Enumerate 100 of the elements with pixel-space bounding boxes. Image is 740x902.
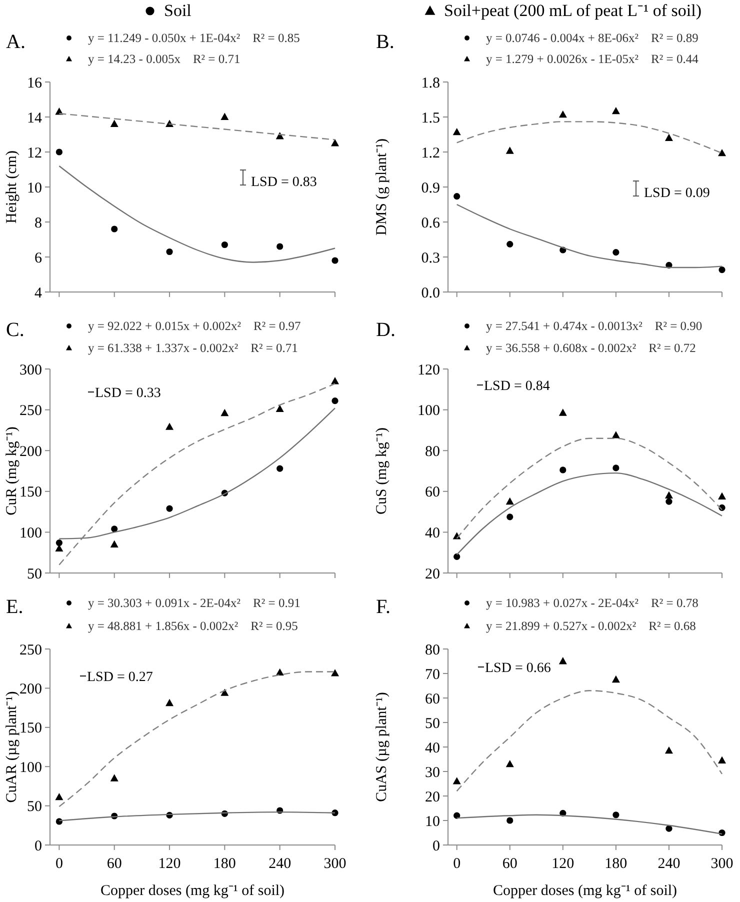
legend-label: Soil+peat (200 mL of peat L⁻¹ of soil) [444,1,702,20]
text: y = 11.249 - 0.050x + 1E-04x² R² = 0.85 [88,31,300,45]
y-tick-label: 1.2 [421,145,440,162]
text: y = 0.0746 - 0.004x + 8E-06x² R² = 0.89 [486,31,698,45]
point [220,112,229,120]
point [560,466,566,474]
annotation: LSD = 0.33 [95,386,161,401]
point [612,249,620,256]
point [506,760,514,768]
text: y = 10.983 + 0.027x - 2E-04x² R² = 0.78 [486,596,698,610]
chart-title: A. [6,31,26,53]
line-series [456,690,723,792]
x-tick-label: 60 [502,856,518,872]
text: y = 36.558 + 0.608x - 0.002x² R² = 0.72 [486,341,696,355]
point [718,492,726,500]
point [110,774,118,782]
x-tick-label: 0 [55,856,63,872]
y-axis-title: DMS (g plant⁻¹) [374,138,390,236]
y-tick-label: 100 [20,525,42,542]
y-tick-label: 60 [425,691,440,708]
x-tick-label: 300 [710,856,734,872]
text: y = 1.279 + 0.0026x - 1E-05x² R² = 0.44 [486,52,700,66]
point [332,257,338,264]
y-tick-label: 14 [27,110,42,126]
y-tick-label: 10 [425,814,440,830]
y-tick-label: 0.3 [421,250,440,266]
annotation: LSD = 0.83 [251,175,317,190]
x-tick-label: 0 [453,856,461,872]
point [612,812,620,818]
y-tick-label: 1.5 [421,110,440,126]
point [558,657,567,664]
point [166,248,173,256]
annotation: LSD = 0.66 [485,661,551,676]
point [454,812,460,819]
y-axis-title: CuAR (µg plant⁻¹) [4,691,20,803]
point [56,148,62,156]
y-tick-label: 0 [34,838,42,854]
x-axis-title: Copper doses (mg kg⁻¹ of soil) [100,883,285,899]
point [166,422,174,430]
y-tick-label: 20 [425,566,440,582]
y-tick-label: 0.0 [421,285,440,302]
chart-title: C. [6,319,24,341]
y-tick-label: 300 [20,362,42,378]
point [110,120,118,127]
text: y = 21.899 + 0.527x - 0.002x² R² = 0.68 [486,619,696,633]
y-tick-label: 200 [20,681,42,698]
point [454,193,460,200]
line-series [58,165,336,263]
point [558,408,567,416]
annotation: LSD = 0.27 [87,670,153,685]
point [612,106,620,114]
chart-title: E. [6,596,24,618]
y-tick-label: 250 [20,403,42,420]
chart-title: B. [376,31,394,53]
x-tick-label: 300 [324,856,346,872]
y-tick-label: 60 [425,484,440,501]
x-tick-label: 180 [604,856,628,872]
point [506,240,514,248]
x-tick-label: 120 [552,856,574,872]
point [166,698,174,706]
text: y = 27.541 + 0.474x - 0.0013x² R² = 0.90 [486,319,702,333]
y-tick-label: 150 [20,484,42,501]
y-tick-label: 10 [27,180,42,196]
point [612,675,620,683]
y-tick-label: 0 [432,838,440,854]
text: y = 48.881 + 1.856x - 0.002x² R² = 0.95 [88,619,298,633]
y-axis-title: CuR (mg kg⁻¹) [4,426,20,516]
point [452,777,461,784]
point [506,817,514,824]
y-axis-title: CuS (mg kg⁻¹) [374,427,390,515]
point [56,540,62,546]
point [111,526,118,532]
y-axis-title: Height (cm) [4,150,20,224]
point [276,132,284,140]
point [664,491,673,498]
point [55,792,64,800]
point [276,465,284,472]
point [612,431,620,438]
y-tick-label: 6 [34,250,42,266]
point [166,505,173,512]
point [221,241,228,248]
y-tick-label: 80 [425,444,440,460]
y-tick-label: 30 [425,764,440,781]
y-tick-label: 4 [34,285,42,302]
chart-title: D. [376,319,396,341]
point [666,498,672,505]
y-tick-label: 250 [20,642,42,658]
chart-title: F. [376,596,391,618]
x-tick-label: 60 [106,856,122,872]
x-tick-label: 120 [158,856,181,872]
text: y = 61.338 + 1.337x - 0.002x² R² = 0.71 [88,341,298,355]
y-tick-label: 0.6 [421,215,440,232]
y-tick-label: 200 [20,444,42,460]
annotation: LSD = 0.09 [644,186,710,201]
point [452,128,461,136]
legend-label: Soil [164,1,192,20]
point [558,110,567,118]
point [506,514,514,520]
y-tick-label: 20 [425,789,440,806]
y-tick-label: 100 [418,403,440,420]
